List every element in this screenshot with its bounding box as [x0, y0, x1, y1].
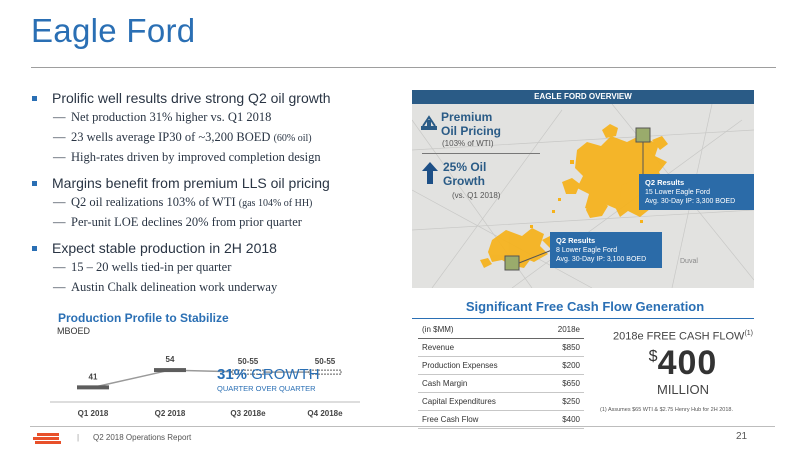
fcf-table: (in $MM) 2018e Revenue $850 Production Exp… — [418, 321, 584, 429]
fcf-big-label: 2018e FREE CASH FLOW(1) — [613, 330, 753, 343]
sub-bullet-note: (gas 104% of HH) — [238, 198, 313, 209]
table-header-row: (in $MM) 2018e — [418, 321, 584, 339]
sub-bullet-item: —15 – 20 wells tied-in per quarter — [53, 260, 232, 274]
footer-divider — [30, 426, 775, 427]
bullet-list: Prolific well results drive strong Q2 oi… — [32, 90, 397, 305]
sub-bullet-item: — High-rates driven by improved completio… — [53, 150, 321, 164]
chart-unit: MBOED — [57, 326, 91, 336]
up-arrow-icon — [422, 162, 438, 189]
fcf-divider — [412, 318, 754, 319]
eagle-ford-map: EAGLE FORD OVERVIEW Premium Oil Pricing (… — [412, 90, 754, 288]
county-label: Duval — [680, 258, 698, 265]
x-tick-label: Q2 2018 — [155, 409, 186, 418]
sub-bullet-text: Austin Chalk delineation work underway — [71, 280, 278, 294]
sub-bullet-item: — Net production 31% higher vs. Q1 2018 — [53, 110, 272, 124]
bullet-item: Expect stable production in 2H 2018 — [32, 240, 397, 256]
sub-bullet-text: High-rates driven by improved completion… — [71, 150, 321, 164]
data-label: 50-55 — [238, 357, 259, 366]
fcf-big-unit: MILLION — [656, 382, 709, 397]
bullet-item: Margins benefit from premium LLS oil pri… — [32, 175, 397, 191]
sub-bullet-item: —23 wells average IP30 of ~3,200 BOED (6… — [53, 130, 312, 144]
premium-pricing-title: Premium Oil Pricing — [441, 110, 502, 138]
bullet-square-icon — [32, 96, 37, 101]
data-label: 50-55 — [315, 357, 336, 366]
table-row: Free Cash Flow $400 — [418, 410, 584, 429]
bullet-item: Prolific well results drive strong Q2 oi… — [32, 90, 397, 106]
map-divider — [422, 153, 540, 154]
sub-bullet-note: (60% oil) — [273, 133, 312, 144]
callout-lower: Q2 Results 8 Lower Eagle Ford Avg. 30-Day … — [550, 232, 662, 268]
bullet-text: Prolific well results drive strong Q2 oi… — [52, 90, 331, 106]
footer-report-title: Q2 2018 Operations Report — [93, 433, 192, 442]
sub-bullet-item: — Austin Chalk delineation work underway — [53, 280, 278, 294]
x-tick-label: Q3 2018e — [230, 409, 266, 418]
data-point-marker — [308, 369, 342, 375]
x-tick-label: Q1 2018 — [78, 409, 109, 418]
data-point-marker — [231, 369, 265, 375]
bullet-square-icon — [32, 246, 37, 251]
oil-pump-icon — [420, 114, 437, 132]
sub-bullet-item: — Q2 oil realizations 103% of WTI (gas 10… — [53, 195, 313, 209]
sub-bullet-text: Q2 oil realizations 103% of WTI — [71, 195, 236, 209]
oil-growth-title: 25% Oil Growth — [443, 160, 487, 188]
bullet-text: Expect stable production in 2H 2018 — [52, 240, 277, 256]
chart-title: Production Profile to Stabilize — [58, 311, 229, 325]
growth-callout-sub: QUARTER OVER QUARTER — [217, 384, 316, 393]
table-row: Revenue $850 — [418, 338, 584, 357]
data-point-marker — [154, 368, 186, 373]
sub-bullet-text: Per-unit LOE declines 20% from prior qua… — [71, 215, 302, 229]
sub-bullet-text: Net production 31% higher vs. Q1 2018 — [71, 110, 272, 124]
table-row: Production Expenses $200 — [418, 356, 584, 375]
bullet-group: Expect stable production in 2H 2018 —15 … — [32, 240, 397, 295]
bullet-square-icon — [32, 181, 37, 186]
company-logo-icon — [33, 432, 63, 450]
page-number: 21 — [736, 431, 748, 442]
callout-upper: Q2 Results 15 Lower Eagle Ford Avg. 30-Day… — [639, 174, 754, 210]
data-label: 41 — [89, 372, 98, 381]
production-line — [92, 369, 325, 389]
x-tick-label: Q4 2018e — [307, 409, 343, 418]
bullet-group: Margins benefit from premium LLS oil pri… — [32, 175, 397, 230]
data-point-marker — [77, 385, 109, 390]
map-header: EAGLE FORD OVERVIEW — [412, 90, 754, 104]
fcf-footnote: (1) Assumes $65 WTI & $2.75 Henry Hub fo… — [600, 407, 733, 413]
footer-separator: | — [77, 433, 80, 442]
bullet-group: Prolific well results drive strong Q2 oi… — [32, 90, 397, 165]
sub-bullet-item: — Per-unit LOE declines 20% from prior qu… — [53, 215, 302, 229]
table-row: Capital Expenditures $250 — [418, 392, 584, 411]
production-chart: 41 Q1 2018 54 Q2 2018 50-55 Q3 2018e 50-55 Q4 2… — [50, 355, 360, 418]
premium-pricing-sub: (103% of WTI) — [442, 139, 494, 148]
sub-bullet-text: 15 – 20 wells tied-in per quarter — [71, 260, 232, 274]
data-label: 54 — [166, 355, 175, 364]
oil-growth-sub: (vs. Q1 2018) — [452, 191, 501, 200]
table-row: Cash Margin $650 — [418, 374, 584, 393]
fcf-big-value: $400 — [648, 344, 718, 382]
growth-callout: 31% GROWTH — [217, 366, 320, 383]
bullet-text: Margins benefit from premium LLS oil pri… — [52, 175, 330, 191]
sub-bullet-text: 23 wells average IP30 of ~3,200 BOED — [71, 130, 271, 144]
title-divider — [31, 67, 776, 68]
page-title: Eagle Ford — [31, 12, 196, 49]
fcf-title: Significant Free Cash Flow Generation — [465, 299, 705, 314]
